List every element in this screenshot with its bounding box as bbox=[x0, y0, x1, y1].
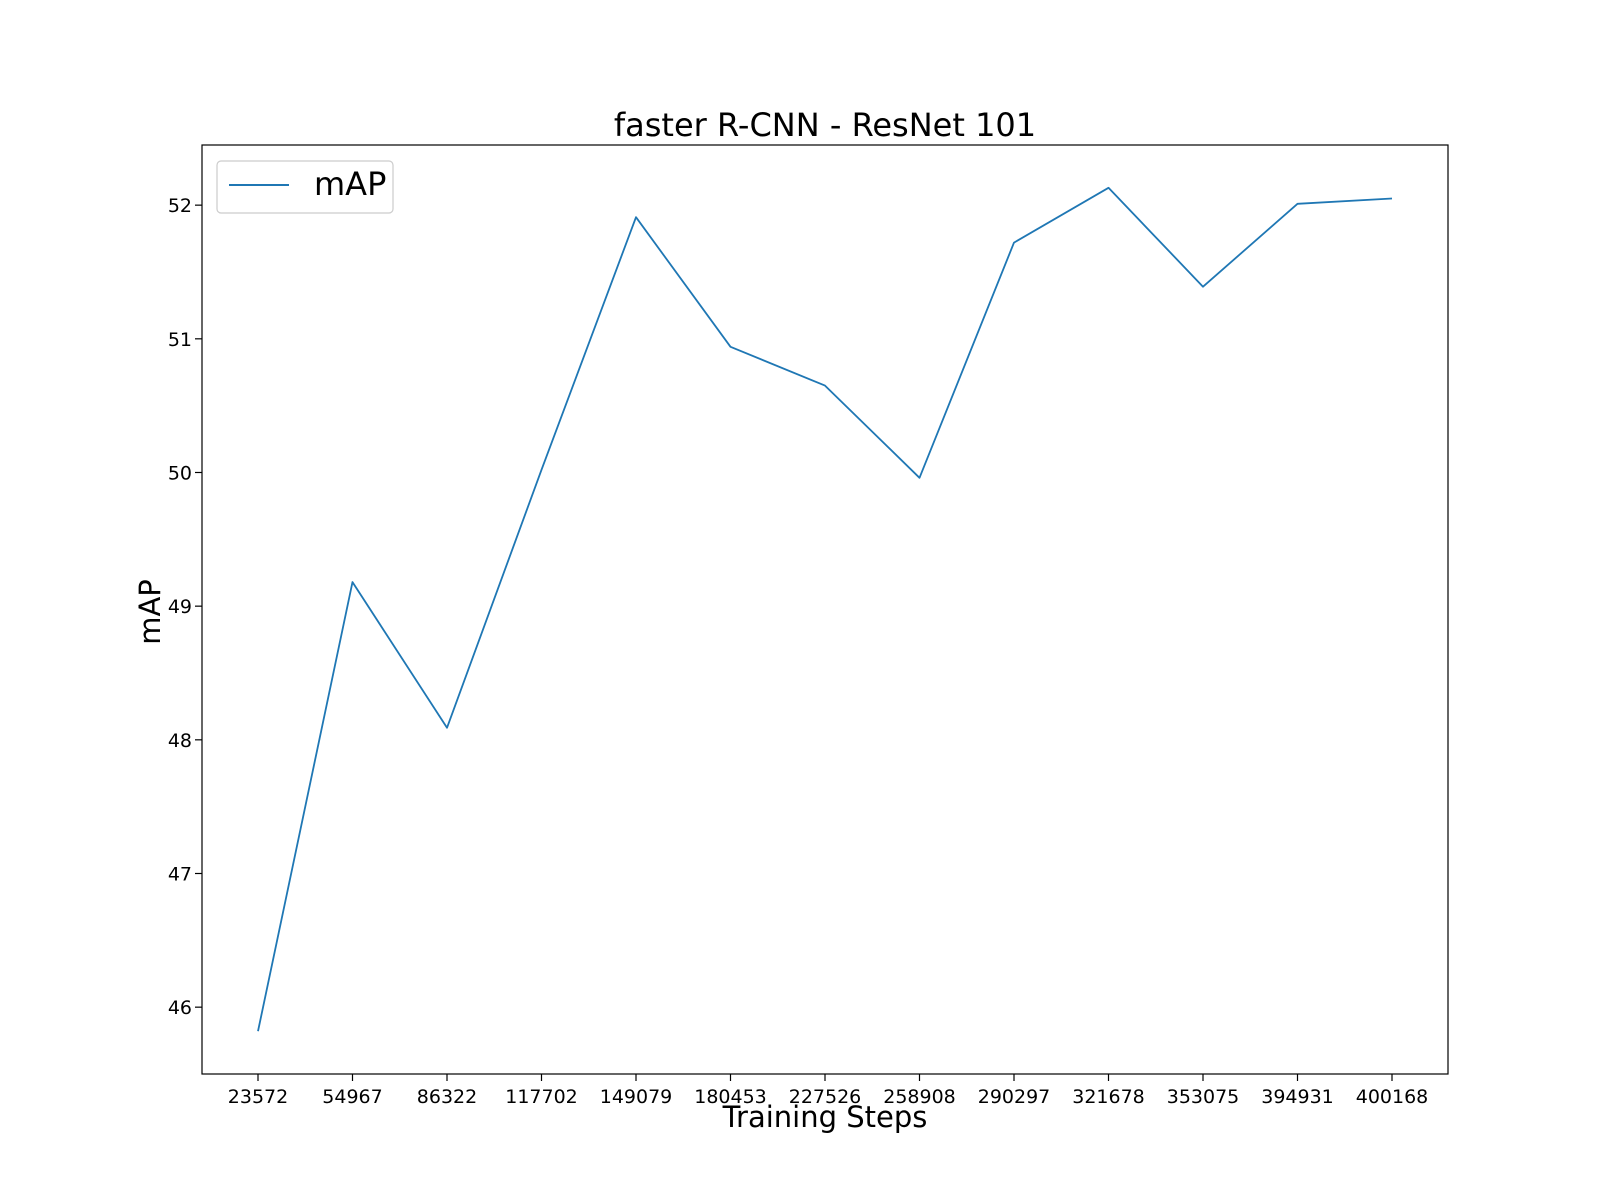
x-tick-label: 117702 bbox=[505, 1086, 578, 1108]
x-tick-label: 149079 bbox=[600, 1086, 673, 1108]
series-line-map bbox=[258, 188, 1392, 1031]
legend: mAP bbox=[217, 161, 393, 213]
y-axis-title: mAP bbox=[133, 579, 167, 645]
legend-label-map: mAP bbox=[314, 165, 386, 203]
x-tick-label: 290297 bbox=[978, 1086, 1051, 1108]
y-tick-label: 51 bbox=[168, 329, 192, 351]
x-tick-label: 394931 bbox=[1261, 1086, 1334, 1108]
chart-title: faster R-CNN - ResNet 101 bbox=[614, 106, 1036, 144]
x-tick-label: 54967 bbox=[322, 1086, 382, 1108]
y-tick-label: 49 bbox=[168, 596, 192, 618]
y-tick-label: 50 bbox=[168, 462, 192, 484]
x-tick-label: 321678 bbox=[1072, 1086, 1145, 1108]
y-axis-ticks: 46 47 48 49 50 51 52 bbox=[168, 195, 202, 1019]
plot-frame bbox=[202, 145, 1448, 1074]
x-tick-label: 353075 bbox=[1167, 1086, 1240, 1108]
x-tick-label: 23572 bbox=[228, 1086, 288, 1108]
y-tick-label: 48 bbox=[168, 730, 192, 752]
x-tick-label: 400168 bbox=[1356, 1086, 1429, 1108]
series-layer bbox=[258, 188, 1392, 1031]
x-axis-title: Training Steps bbox=[722, 1100, 928, 1134]
y-tick-label: 46 bbox=[168, 997, 192, 1019]
y-tick-label: 47 bbox=[168, 863, 192, 885]
y-tick-label: 52 bbox=[168, 195, 192, 217]
x-tick-label: 86322 bbox=[417, 1086, 477, 1108]
